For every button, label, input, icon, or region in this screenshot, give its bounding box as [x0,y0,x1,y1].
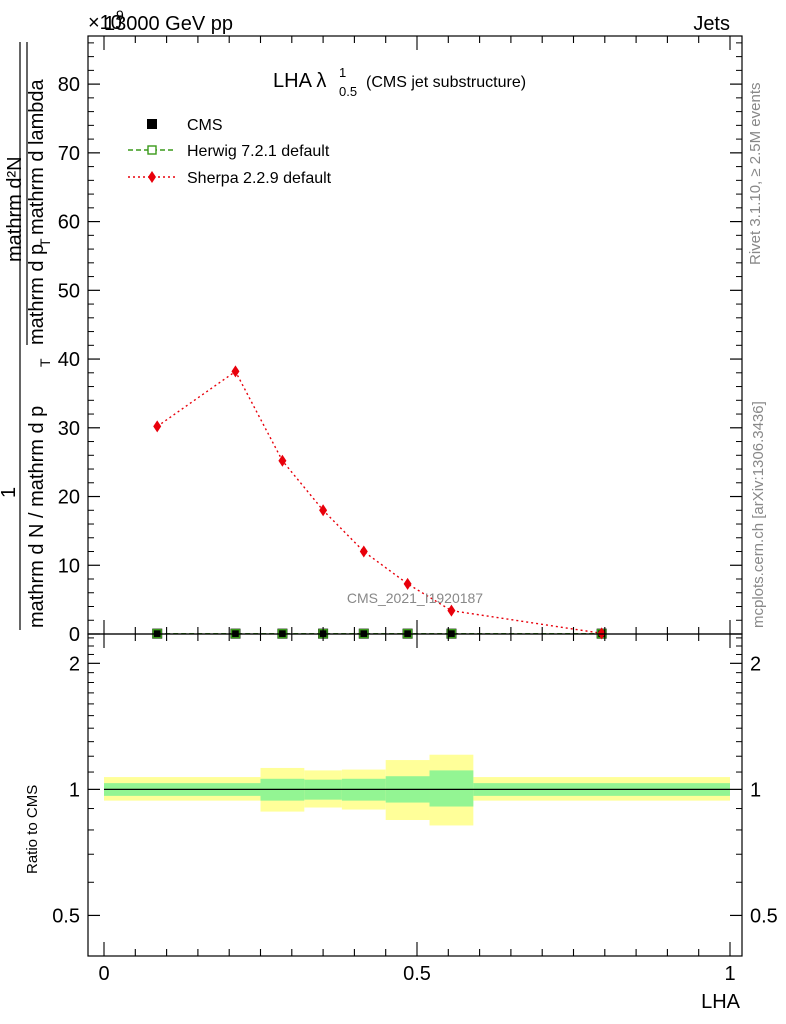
analysis-watermark: CMS_2021_I1920187 [347,590,483,606]
main-ytick-label: 40 [58,349,80,371]
ylabel-lead: 1 [0,487,20,498]
legend-marker-herwig [147,145,157,155]
ylabel-denominator-sub: T [37,358,53,367]
ratio-ytick-label: 2 [69,653,80,675]
ylabel-rhs-denominator-tail: mathrm d lambda [26,79,48,235]
sherpa-point [278,454,287,467]
ylabel-denominator: mathrm d N / mathrm d p [26,406,48,628]
sherpa-point [597,627,606,640]
main-ylabel: 1 mathrm d N / mathrm d p T mathrm d²N m… [0,42,53,630]
chart-title-sub: 0.5 [339,84,357,99]
main-ytick-label: 50 [58,280,80,302]
sherpa-point [153,420,162,433]
energy-label: 13000 GeV pp [104,13,233,35]
legend-label: Sherpa 2.2.9 default [187,170,332,187]
ratio-ytick-label-right: 0.5 [750,905,778,927]
ratio-plot-frame [87,633,743,957]
sherpa-point [359,545,368,558]
ylabel-rhs-denominator: mathrm d p [26,244,48,345]
main-axes: 0 10 20 30 40 50 60 70 80 [58,36,742,646]
ratio-ytick-label-right: 2 [750,653,761,675]
sherpa-point [319,504,328,517]
ylabel-rhs-numerator: mathrm d²N [4,156,26,262]
ratio-stat-band [429,770,474,807]
chart-title-suffix: (CMS jet substructure) [366,74,526,91]
main-ytick-label: 70 [58,143,80,165]
legend-marker-cms [147,119,157,129]
main-ytick-label: 20 [58,487,80,509]
legend-marker-sherpa [148,171,156,183]
legend-item: CMS [147,117,223,134]
legend-item: Sherpa 2.2.9 default [128,170,332,187]
ratio-ytick-label: 0.5 [52,905,80,927]
sherpa-point [231,365,240,378]
process-label: Jets [693,13,730,35]
legend-item: Herwig 7.2.1 default [128,143,330,160]
sherpa-point [403,577,412,590]
rivet-label: Rivet 3.1.10, ≥ 2.5M events [747,83,764,266]
exponent-power: 9 [116,7,124,23]
ratio-ylabel: Ratio to CMS [24,785,41,874]
chart-title-main: LHA λ [273,70,326,92]
main-ytick-label: 0 [69,624,80,646]
xtick-label: 0.5 [403,963,431,985]
ylabel-rhs-denominator-sub: T [37,238,53,247]
legend: CMS Herwig 7.2.1 default Sherpa 2.2.9 defa… [128,117,332,187]
exponent-label: ×10 [88,12,122,34]
xlabel: LHA [701,991,741,1013]
sherpa-point [447,604,456,617]
xtick-label: 1 [724,963,735,985]
legend-label: Herwig 7.2.1 default [187,143,330,160]
ratio-ytick-label: 1 [69,779,80,801]
sherpa-line [156,370,602,635]
main-ytick-label: 60 [58,212,80,234]
chart-title: LHA λ [273,70,326,92]
ratio-axes: 0.5 0.5 1 1 2 2 0 0.5 1 [52,634,778,985]
main-ytick-label: 30 [58,418,80,440]
legend-label: CMS [187,117,223,134]
ratio-plot-area [104,754,730,826]
main-ytick-label: 80 [58,74,80,96]
mcplots-label: mcplots.cern.ch [arXiv:1306.3436] [750,401,767,628]
main-ytick-label: 10 [58,555,80,577]
chart-title-sup: 1 [339,65,346,80]
xtick-label: 0 [98,963,109,985]
ratio-ytick-label-right: 1 [750,779,761,801]
